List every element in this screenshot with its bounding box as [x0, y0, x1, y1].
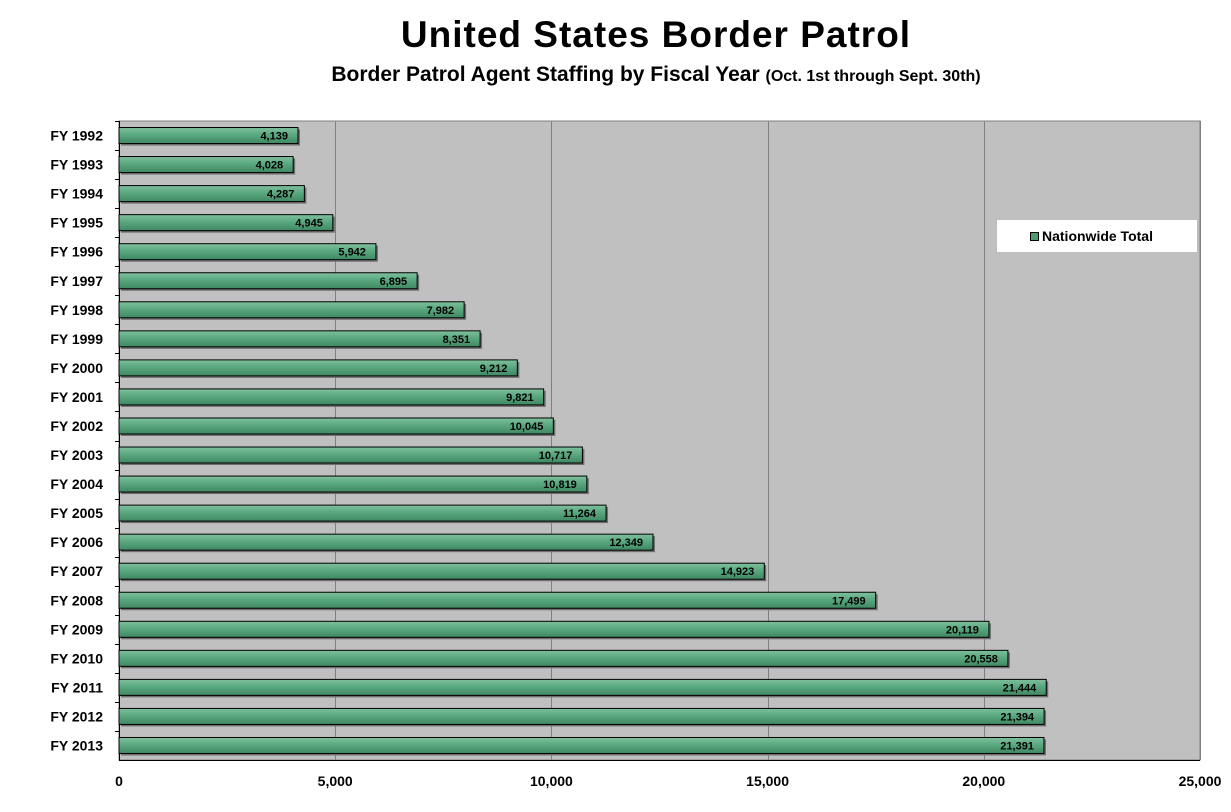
legend-swatch	[1030, 231, 1039, 241]
bar	[118, 591, 877, 609]
category-label: FY 1992	[50, 128, 103, 144]
category-label: FY 1993	[50, 157, 103, 173]
bar	[118, 707, 1045, 725]
x-tick-label: 0	[115, 773, 123, 789]
bar	[118, 678, 1047, 696]
data-label: 17,499	[832, 595, 866, 607]
category-label: FY 2002	[50, 418, 103, 434]
category-label: FY 2001	[50, 389, 103, 405]
data-label: 20,558	[964, 653, 998, 665]
bar	[118, 417, 554, 435]
chart-subtitle: Border Patrol Agent Staffing by Fiscal Y…	[0, 63, 1231, 87]
bar	[118, 243, 377, 261]
chart-subtitle-main: Border Patrol Agent Staffing by Fiscal Y…	[331, 63, 760, 86]
category-label: FY 2012	[50, 708, 103, 724]
chart-title: United States Border Patrol	[400, 14, 912, 55]
x-tick-label: 25,000	[1179, 773, 1222, 789]
x-tick-label: 20,000	[962, 773, 1005, 789]
category-label: FY 2013	[50, 737, 103, 753]
data-label: 9,821	[506, 392, 534, 404]
data-label: 4,945	[295, 218, 323, 230]
data-label: 10,717	[539, 450, 573, 462]
category-label: FY 2004	[50, 476, 103, 492]
data-label: 21,394	[1000, 711, 1035, 723]
bar	[118, 330, 481, 348]
category-label: FY 2009	[50, 621, 103, 637]
bar	[118, 649, 1009, 667]
data-label: 6,895	[380, 276, 408, 288]
bar	[118, 446, 583, 464]
data-label: 21,391	[1000, 740, 1034, 752]
data-label: 7,982	[427, 305, 455, 317]
category-label: FY 2007	[50, 563, 103, 579]
data-label: 5,942	[338, 247, 366, 259]
data-label: 12,349	[609, 537, 643, 549]
bar	[118, 272, 418, 290]
bar	[118, 388, 545, 406]
data-label: 11,264	[563, 508, 597, 520]
bar	[118, 620, 990, 638]
bar	[118, 214, 334, 232]
category-label: FY 2000	[50, 360, 103, 376]
category-label: FY 2008	[50, 592, 103, 608]
category-label: FY 1995	[50, 215, 103, 231]
x-tick-label: 10,000	[530, 773, 573, 789]
bar	[118, 504, 607, 522]
bar	[118, 736, 1045, 754]
bar	[118, 301, 465, 319]
data-label: 21,444	[1003, 682, 1038, 694]
category-label: FY 1998	[50, 302, 103, 318]
category-label: FY 2005	[50, 505, 103, 521]
data-label: 10,045	[510, 421, 544, 433]
chart-subtitle-note: (Oct. 1st through Sept. 30th)	[765, 68, 981, 85]
data-label: 9,212	[480, 363, 508, 375]
category-label: FY 2011	[51, 679, 103, 695]
chart-legend: Nationwide Total	[996, 219, 1198, 253]
bar	[118, 185, 305, 203]
bar	[118, 127, 299, 145]
data-label: 8,351	[443, 334, 471, 346]
category-label: FY 2010	[50, 650, 103, 666]
data-label: 14,923	[721, 566, 755, 578]
data-label: 10,819	[543, 479, 577, 491]
data-label: 4,287	[267, 189, 295, 201]
data-label: 20,119	[946, 624, 979, 636]
legend-label: Nationwide Total	[1042, 228, 1153, 244]
data-label: 4,139	[260, 131, 288, 143]
bar	[118, 562, 765, 580]
bar	[118, 156, 294, 174]
category-label: FY 1996	[50, 244, 103, 260]
category-label: FY 2006	[50, 534, 103, 550]
bar	[118, 533, 654, 551]
category-label: FY 2003	[50, 447, 103, 463]
category-label: FY 1997	[50, 273, 103, 289]
bar	[118, 475, 588, 493]
x-tick-label: 5,000	[318, 773, 353, 789]
category-label: FY 1994	[50, 186, 103, 202]
bar	[118, 359, 518, 377]
data-label: 4,028	[256, 160, 284, 172]
category-label: FY 1999	[50, 331, 103, 347]
x-tick-label: 15,000	[746, 773, 789, 789]
